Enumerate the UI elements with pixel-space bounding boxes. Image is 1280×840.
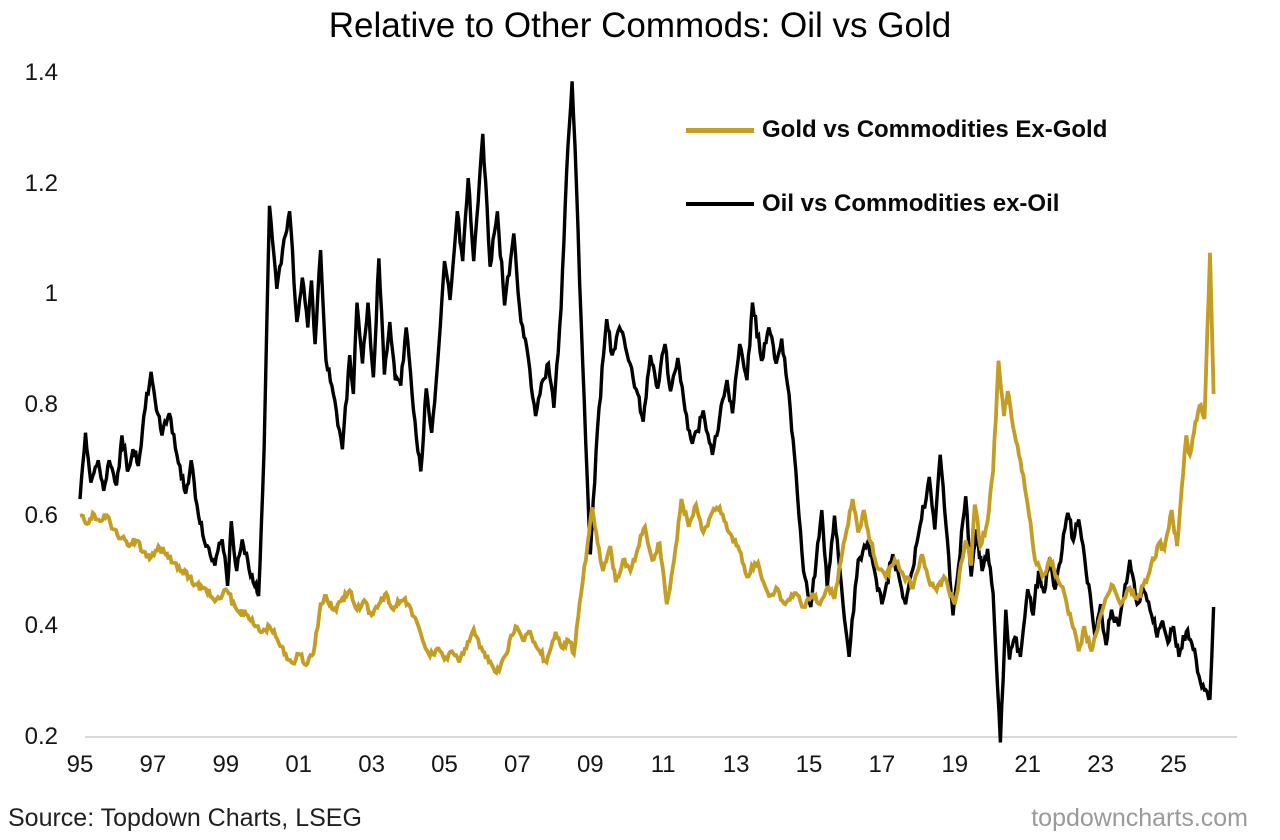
x-tick-label: 97 [139, 751, 167, 778]
chart-title: Relative to Other Commods: Oil vs Gold [328, 6, 952, 45]
x-tick-label: 11 [650, 751, 676, 778]
watermark: topdowncharts.com [1031, 804, 1248, 832]
x-tick-label: 15 [795, 751, 823, 778]
y-tick-label: 1.4 [24, 59, 58, 86]
legend-item-oil: Oil vs Commodities ex-Oil [686, 186, 1107, 222]
x-tick-label: 09 [576, 751, 604, 778]
gold-line-swatch [686, 127, 754, 133]
x-tick-label: 13 [722, 751, 750, 778]
y-tick-label: 1.2 [24, 169, 58, 197]
x-tick-label: 07 [504, 751, 531, 778]
x-tick-label: 95 [66, 751, 94, 778]
x-tick-label: 99 [212, 751, 240, 778]
x-tick-label: 17 [868, 751, 896, 778]
x-tick-label: 21 [1014, 751, 1042, 778]
y-tick-label: 0.6 [24, 501, 58, 529]
x-tick-label: 23 [1087, 751, 1114, 778]
oil-line [78, 81, 1216, 743]
x-tick-label: 25 [1160, 751, 1187, 778]
x-tick-label: 19 [941, 751, 969, 778]
y-tick-label: 0.2 [24, 723, 58, 750]
legend: Gold vs Commodities Ex-Gold Oil vs Commo… [686, 112, 1107, 260]
y-tick-label: 0.8 [24, 391, 58, 418]
gold-line [79, 252, 1216, 676]
legend-item-gold: Gold vs Commodities Ex-Gold [686, 112, 1107, 148]
x-tick-label: 03 [358, 751, 385, 778]
x-tick-label: 05 [431, 751, 458, 778]
x-tick-label: 01 [285, 751, 313, 778]
oil-line-swatch [686, 202, 754, 206]
legend-label-oil: Oil vs Commodities ex-Oil [762, 190, 1060, 217]
source-note: Source: Topdown Charts, LSEG [8, 804, 362, 832]
legend-label-gold: Gold vs Commodities Ex-Gold [762, 116, 1108, 143]
y-tick-label: 1 [44, 280, 58, 308]
y-tick-label: 0.4 [24, 612, 58, 640]
